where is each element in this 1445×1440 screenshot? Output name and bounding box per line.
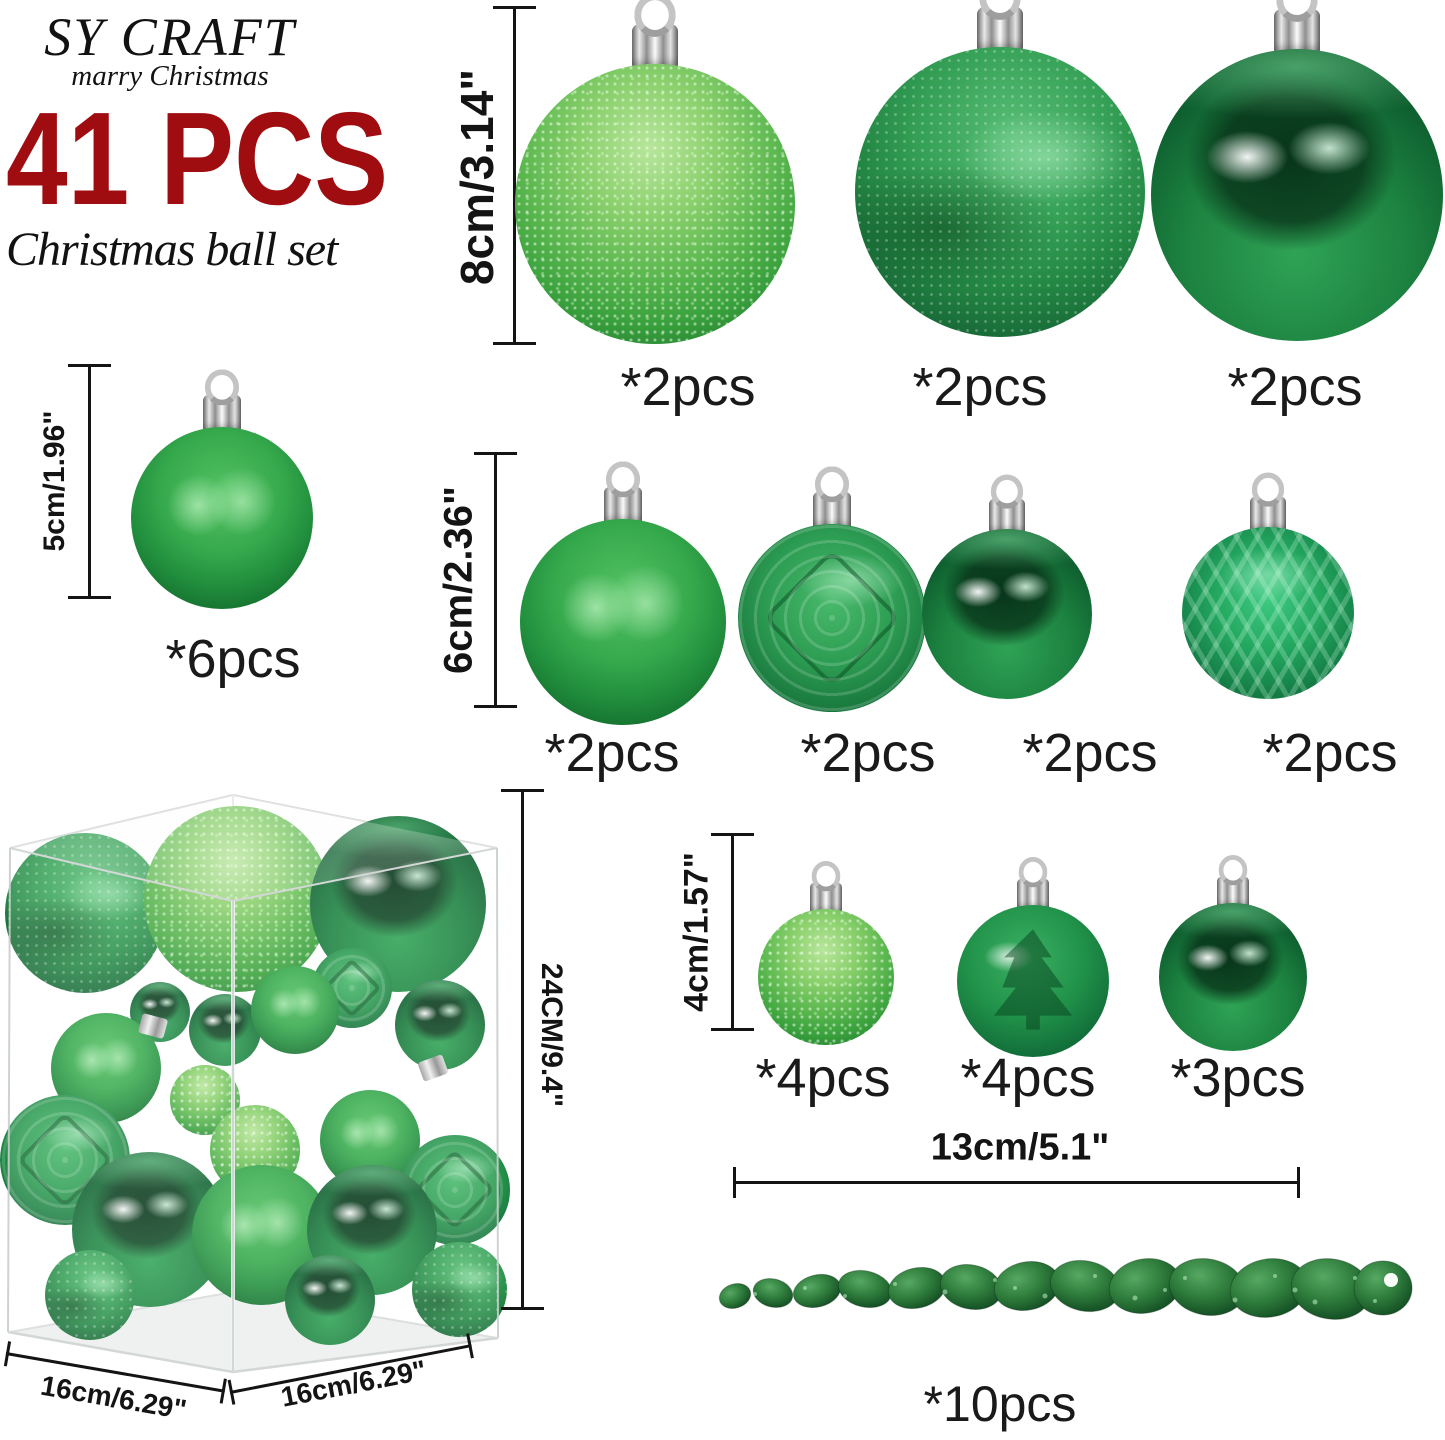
ornament-6cm-shiny <box>922 468 1092 699</box>
qty-label-4cm-1: *4pcs <box>755 1048 891 1108</box>
ornament-hanger <box>1250 472 1286 531</box>
brand-logo: SY CRAFT <box>44 7 296 67</box>
boxed-ball <box>285 1255 375 1345</box>
ornament-4cm-shiny <box>1159 842 1307 1051</box>
measure-label-6cm: 6cm/2.36" <box>436 486 481 674</box>
hanger-loop-icon <box>811 861 841 892</box>
boxed-ball <box>144 806 330 992</box>
storage-box-front <box>7 795 499 1374</box>
measure-line-icicle <box>733 1167 1300 1198</box>
measure-line-box-height <box>501 789 544 1310</box>
qty-label-5cm: *6pcs <box>165 629 301 689</box>
qty-label-8cm-1: *2pcs <box>620 357 756 417</box>
hanger-loop-icon <box>1018 857 1048 888</box>
ornament-4cm-tree <box>957 844 1109 1057</box>
hanger-loop-icon <box>990 474 1024 509</box>
ball-4cm-shiny <box>1159 903 1307 1051</box>
ornament-hanger <box>989 474 1025 533</box>
measure-line-4cm <box>711 833 754 1031</box>
brand-tagline: marry Christmas <box>71 60 269 92</box>
hanger-loop-icon <box>204 369 240 406</box>
ball-8cm-glitter <box>515 64 795 344</box>
measure-line-8cm <box>493 6 536 345</box>
qty-label-8cm-3: *2pcs <box>1227 357 1363 417</box>
piece-count-title: 41 PCS <box>6 85 389 232</box>
ball-8cm-shiny <box>1151 49 1443 341</box>
ornament-6cm-leaf <box>1182 466 1354 699</box>
icicle-ornament <box>718 1258 1413 1320</box>
measure-line-6cm <box>474 452 517 708</box>
hanger-loop-icon <box>979 0 1021 20</box>
ball-6cm-shiny <box>922 529 1092 699</box>
boxed-ball <box>189 994 261 1066</box>
qty-label-6cm-3: *2pcs <box>1022 723 1158 783</box>
measure-label-icicle: 13cm/5.1" <box>930 1126 1110 1169</box>
ball-4cm-glitter <box>758 909 894 1045</box>
ball-4cm-embossed-tree <box>957 905 1109 1057</box>
ornament-5cm-matte <box>131 366 313 609</box>
qty-label-icicle: *10pcs <box>923 1376 1077 1432</box>
ornament-hanger <box>203 369 241 431</box>
ball-6cm-embossed-damask <box>738 524 926 712</box>
ball-5cm-matte <box>131 427 313 609</box>
ornament-8cm-shiny <box>1151 0 1443 341</box>
ornament-6cm-damask <box>738 463 926 712</box>
ornament-8cm-embossed <box>855 0 1145 337</box>
hanger-loop-icon <box>1276 0 1318 22</box>
measure-label-4cm: 4cm/1.57" <box>677 852 716 1012</box>
ornament-hanger <box>810 861 842 913</box>
boxed-ball <box>5 833 165 993</box>
ornament-hanger <box>1017 857 1049 909</box>
ornament-hanger <box>1217 855 1249 907</box>
qty-label-6cm-2: *2pcs <box>800 723 936 783</box>
ornament-hanger <box>977 0 1023 51</box>
qty-label-6cm-4: *2pcs <box>1262 723 1398 783</box>
measure-label-8cm: 8cm/3.14" <box>451 68 503 286</box>
boxed-ball <box>251 966 339 1054</box>
qty-label-4cm-2: *4pcs <box>960 1048 1096 1108</box>
hanger-loop-icon <box>1218 855 1248 886</box>
hanger-loop-icon <box>634 0 676 37</box>
measure-label-box-height: 24CM/9.4" <box>535 962 568 1108</box>
ball-6cm-matte <box>520 519 726 725</box>
hanger-loop-icon <box>605 461 641 498</box>
boxed-ball <box>45 1250 135 1340</box>
qty-label-6cm-1: *2pcs <box>544 723 680 783</box>
ball-6cm-leaf-swirl <box>1182 527 1354 699</box>
qty-label-8cm-2: *2pcs <box>912 357 1048 417</box>
measure-line-5cm <box>68 364 111 599</box>
set-subtitle: Christmas ball set <box>6 223 338 276</box>
measure-label-5cm: 5cm/1.96" <box>38 410 71 552</box>
hanger-loop-icon <box>1251 472 1285 507</box>
ornament-6cm-matte <box>520 458 726 725</box>
ball-8cm-embossed-santa <box>855 47 1145 337</box>
ornament-8cm-glitter <box>515 0 795 344</box>
hanger-loop-icon <box>814 466 850 503</box>
ornament-hanger <box>632 0 678 68</box>
ornament-hanger <box>604 461 642 523</box>
qty-label-4cm-3: *3pcs <box>1170 1048 1306 1108</box>
boxed-ball <box>412 1242 507 1337</box>
ornament-hanger <box>813 466 851 528</box>
ornament-hanger <box>1274 0 1320 53</box>
ornament-4cm-glitter <box>758 848 894 1045</box>
